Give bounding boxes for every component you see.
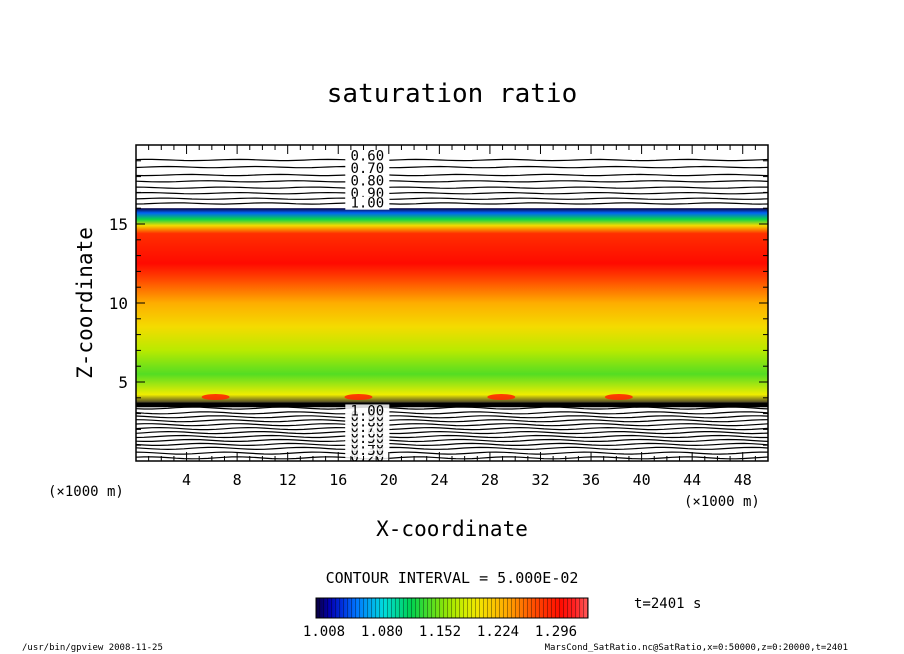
- colorbar-tick-label: 1.080: [361, 624, 403, 640]
- y-unit-label: (×1000 m): [48, 484, 124, 500]
- plot-area: [136, 158, 768, 460]
- contour-line: [136, 173, 768, 177]
- x-tick-label: 32: [531, 471, 549, 489]
- contour-line: [136, 180, 768, 183]
- contour-label-bg: [345, 404, 390, 418]
- contour-line: [136, 186, 768, 189]
- contour-line: [136, 430, 768, 435]
- contour-line: [136, 419, 768, 423]
- contour-line: [136, 446, 768, 451]
- x-tick-label: 8: [233, 471, 242, 489]
- contour-line: [136, 406, 768, 410]
- high-ratio-pocket: [201, 394, 230, 401]
- x-tick-label: 48: [734, 471, 752, 489]
- x-axis-ticks: 4 8 12 16 20 24 28 32 36 40 44 48: [135, 145, 769, 489]
- y-tick-label: 15: [109, 215, 128, 234]
- x-tick-label: 16: [329, 471, 347, 489]
- x-tick-label: 4: [182, 471, 191, 489]
- time-label: t=2401 s: [634, 596, 701, 612]
- x-tick-label: 44: [683, 471, 701, 489]
- colorbar-stripes: [316, 598, 588, 618]
- colorbar-tick-label: 1.152: [419, 624, 461, 640]
- contour-label-bottom: 1.00: [350, 403, 384, 419]
- high-ratio-pocket: [487, 394, 516, 401]
- footer-right: MarsCond_SatRatio.nc@SatRatio,x=0:50000,…: [545, 643, 848, 653]
- contour-label-top: 0.80: [350, 174, 384, 190]
- contour-line: [136, 191, 768, 195]
- contour-label-top: 1.00: [350, 196, 384, 212]
- contour-label-bg: [345, 196, 390, 210]
- contour-line: [136, 451, 768, 455]
- contour-label-bg: [345, 161, 390, 175]
- x-tick-label: 40: [633, 471, 651, 489]
- blob-layer: [201, 394, 633, 401]
- heatmap-fill: [136, 208, 768, 406]
- y-tick-label: 5: [118, 373, 128, 392]
- high-ratio-pocket: [604, 394, 633, 401]
- contour-line: [136, 423, 768, 427]
- chart-title: saturation ratio: [327, 79, 577, 109]
- contour-interval-text: CONTOUR INTERVAL = 5.000E-02: [326, 569, 579, 587]
- x-tick-label: 28: [481, 471, 499, 489]
- contour-line: [136, 442, 768, 447]
- footer-left: /usr/bin/gpview 2008-11-25: [22, 643, 163, 653]
- contour-line: [136, 158, 768, 162]
- x-unit-label: (×1000 m): [684, 494, 760, 510]
- x-tick-label: 36: [582, 471, 600, 489]
- contour-lines: [136, 158, 768, 460]
- contour-line: [136, 438, 768, 443]
- y-axis-label: Z-coordinate: [73, 227, 97, 379]
- x-axis-label: X-coordinate: [376, 517, 528, 541]
- contour-label-bg: [345, 174, 390, 188]
- colorbar-tick-label: 1.224: [477, 624, 519, 640]
- contour-label-bg: [345, 149, 390, 163]
- contour-label-top: 0.60: [350, 148, 384, 164]
- dense-contour-band: [136, 402, 768, 408]
- contour-line: [136, 197, 768, 200]
- contour-line: [136, 415, 768, 419]
- y-tick-label: 10: [109, 294, 128, 313]
- colorbar-tick-labels: 1.008 1.080 1.152 1.224 1.296: [303, 624, 577, 640]
- x-tick-label: 24: [430, 471, 448, 489]
- colorbar-tick-label: 1.296: [535, 624, 577, 640]
- contour-label-top: 0.70: [350, 161, 384, 177]
- x-tick-label: 20: [380, 471, 398, 489]
- contour-line: [136, 426, 768, 431]
- x-tick-label: 12: [279, 471, 297, 489]
- high-ratio-pocket: [344, 394, 373, 401]
- contour-line: [136, 202, 768, 205]
- contour-line: [136, 411, 768, 415]
- y-axis-ticks: 5 10 15: [109, 144, 768, 462]
- contour-line: [136, 434, 768, 439]
- contour-labels: 0.600.700.800.901.000.200.300.400.500.60…: [345, 148, 390, 465]
- contour-line: [136, 165, 768, 169]
- colorbar-tick-label: 1.008: [303, 624, 345, 640]
